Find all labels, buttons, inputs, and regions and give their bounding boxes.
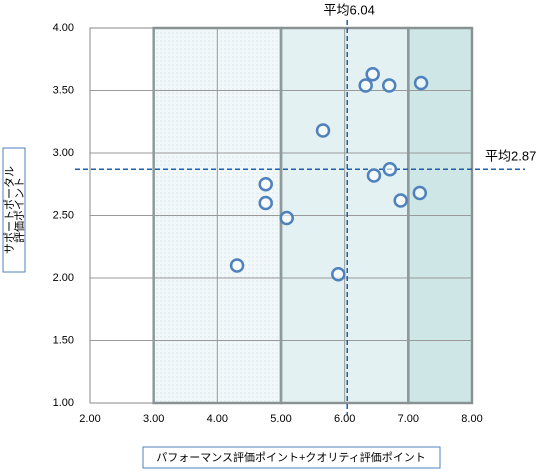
mean-label: 平均6.04 [324,2,375,17]
y-tick-label: 4.00 [53,22,74,34]
y-tick-label: 3.50 [53,84,74,96]
y-tick-label: 2.00 [53,272,74,284]
y-tick-label: 1.50 [53,334,74,346]
plot-border [89,27,473,404]
point [358,78,373,93]
y-tick-label: 2.50 [53,209,74,221]
x-tick-label: 2.00 [79,413,100,425]
point [315,123,331,138]
x-tick-label: 7.00 [398,413,419,425]
mean-label: 平均2.87 [485,149,536,164]
point [366,168,382,183]
point [365,67,380,82]
point [412,185,428,201]
y-axis-label: 評価ポイント [12,177,26,243]
y-label-box [2,147,26,273]
point [229,258,245,273]
point [279,210,294,226]
y-tick-label: 1.00 [53,397,74,409]
point [381,78,397,93]
y-axis-label: サポートポータル [3,166,16,254]
y-tick-label: 3.00 [53,147,74,159]
point [258,177,273,192]
x-tick-label: 4.00 [207,413,228,425]
x-tick-label: 8.00 [461,413,482,425]
point [393,193,408,208]
x-axis-label: パフォーマンス評価ポイント+クオリティ評価ポイント [156,450,426,464]
point [258,195,273,211]
point [382,162,398,177]
point [413,75,429,91]
x-tick-label: 6.00 [334,413,355,425]
x-tick-label: 5.00 [270,413,291,425]
x-tick-label: 3.00 [143,413,164,425]
x-label-box [142,446,441,469]
point [331,267,346,282]
